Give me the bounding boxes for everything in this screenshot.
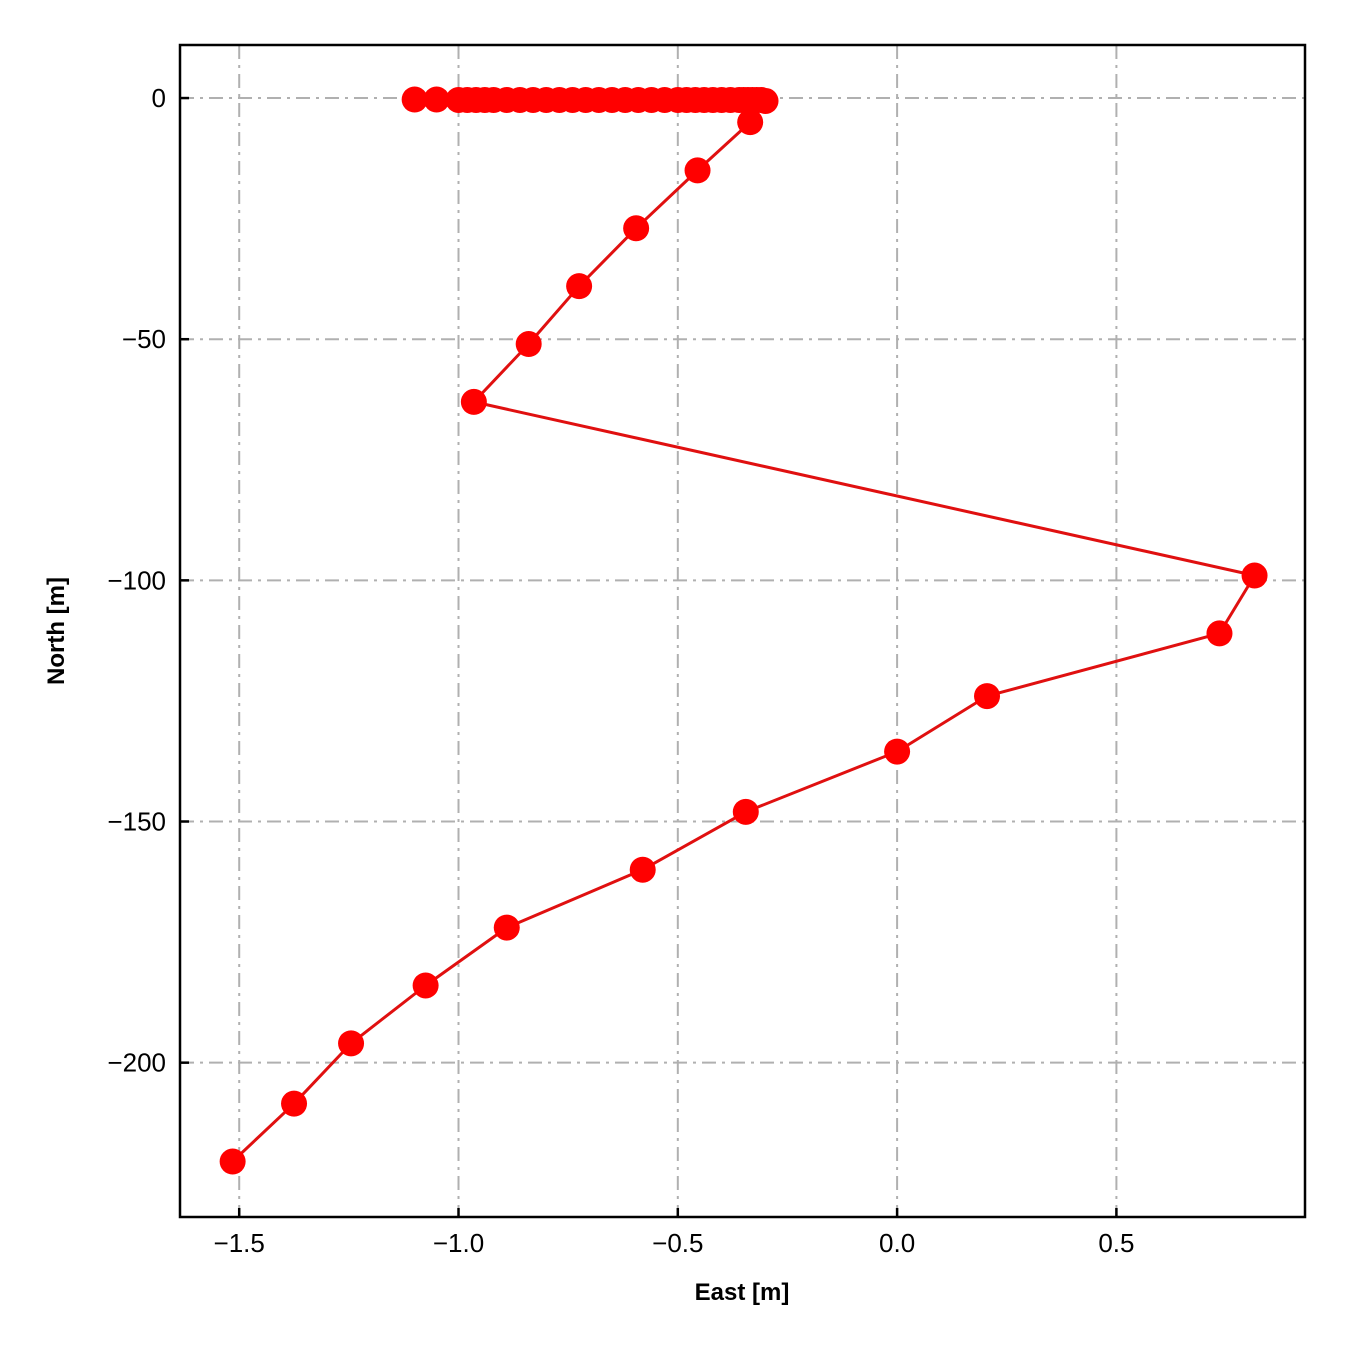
y-tick-label: −50 [122, 324, 166, 354]
data-point [493, 914, 520, 941]
grid-lines [180, 45, 1305, 1217]
data-point [1241, 562, 1268, 589]
data-point [732, 798, 759, 825]
data-point [629, 856, 656, 883]
x-tick-label: −1.0 [433, 1228, 484, 1258]
axis-ticks: −1.5 −1.0 −0.5 0.0 0.5 0 −50 −100 −150 −200 [107, 83, 1134, 1258]
data-point [884, 738, 911, 765]
data-point [219, 1148, 246, 1175]
data-point [423, 86, 450, 113]
y-tick-label: −200 [107, 1048, 166, 1078]
y-axis-label: North [m] [43, 577, 70, 685]
data-point [338, 1030, 365, 1057]
data-point [1206, 620, 1233, 647]
plot-frame [178, 43, 1307, 1219]
x-tick-label: −0.5 [652, 1228, 703, 1258]
data-point [281, 1090, 308, 1117]
data-point [401, 86, 428, 113]
x-tick-label: 0.5 [1098, 1228, 1134, 1258]
y-tick-label: 0 [152, 83, 166, 113]
series-line [231, 98, 1257, 1163]
y-tick-label: −150 [107, 807, 166, 837]
data-point [460, 388, 487, 415]
x-tick-label: −1.5 [214, 1228, 265, 1258]
data-point [737, 109, 764, 136]
x-tick-label: 0.0 [879, 1228, 915, 1258]
data-point [684, 157, 711, 184]
data-point [623, 215, 650, 242]
series-layer [219, 86, 1268, 1175]
y-tick-label: −100 [107, 565, 166, 595]
data-point [974, 683, 1001, 710]
data-point [515, 331, 542, 358]
data-point [752, 87, 779, 114]
x-axis-label: East [m] [695, 1279, 790, 1306]
data-point [566, 273, 593, 300]
data-point [412, 972, 439, 999]
